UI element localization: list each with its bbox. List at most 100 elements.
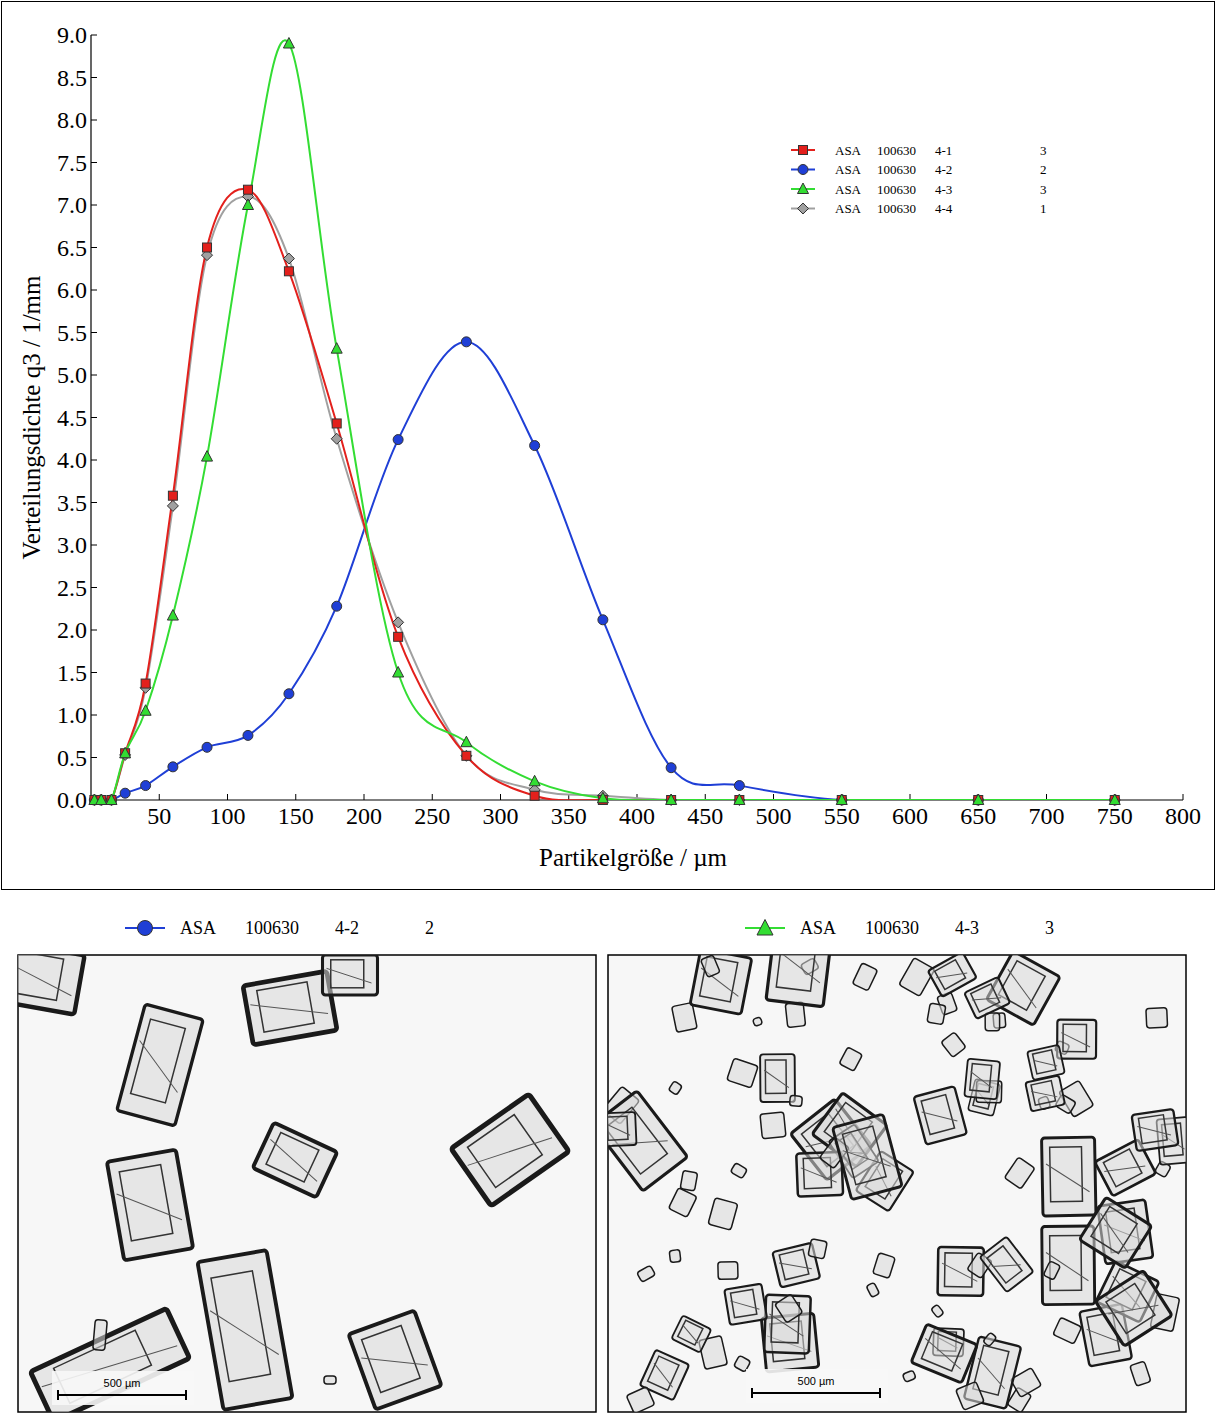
- data-point: [461, 337, 471, 347]
- y-tick: [91, 205, 97, 206]
- y-tick-label: 4.0: [57, 447, 87, 473]
- data-point: [530, 441, 540, 451]
- y-tick-label: 3.0: [57, 532, 87, 558]
- y-tick-label: 3.5: [57, 490, 87, 516]
- crystal: [985, 1013, 1000, 1031]
- y-tick: [91, 587, 97, 588]
- data-point: [243, 185, 252, 194]
- crystal: [668, 1081, 682, 1095]
- x-tick: [500, 794, 501, 800]
- data-point: [167, 500, 178, 511]
- data-point: [283, 253, 294, 264]
- crystal: [107, 1150, 193, 1261]
- x-tick-label: 400: [619, 803, 655, 829]
- crystal: [668, 1188, 697, 1218]
- data-point: [837, 795, 847, 805]
- x-tick-label: 500: [756, 803, 792, 829]
- crystal: [680, 1170, 698, 1191]
- image-caption: ASA1006304-33: [800, 918, 1054, 938]
- scale-bar-end: [751, 1388, 753, 1398]
- data-point: [284, 689, 294, 699]
- x-tick-label: 300: [483, 803, 519, 829]
- data-point: [243, 730, 253, 740]
- y-tick: [91, 290, 97, 291]
- data-point: [1109, 795, 1120, 806]
- x-tick: [1183, 794, 1184, 800]
- crystal: [117, 1004, 203, 1126]
- crystal: [608, 1112, 637, 1146]
- data-point: [284, 267, 293, 276]
- data-point: [530, 791, 539, 800]
- crystal: [964, 977, 1010, 1019]
- y-tick: [91, 77, 97, 78]
- crystal: [18, 955, 85, 1014]
- caption-marker: [138, 921, 153, 936]
- y-tick: [91, 35, 97, 36]
- data-point: [597, 792, 608, 803]
- markers: [89, 38, 1120, 806]
- y-tick: [91, 375, 97, 376]
- crystal: [873, 1253, 896, 1279]
- crystal: [324, 1376, 336, 1384]
- x-tick-label: 700: [1029, 803, 1065, 829]
- crystal: [760, 1054, 795, 1102]
- crystal: [718, 1262, 738, 1280]
- x-tick-label: 50: [147, 803, 171, 829]
- x-tick: [364, 794, 365, 800]
- scale-bar-label: 500 µm: [104, 1377, 141, 1389]
- y-tick-label: 8.0: [57, 107, 87, 133]
- crystal: [785, 1002, 805, 1027]
- data-point: [973, 795, 984, 806]
- legend-label: ASA1006304-13: [835, 143, 1047, 158]
- crystal: [902, 1370, 916, 1382]
- y-tick-label: 2.5: [57, 575, 87, 601]
- scale-bar-end: [879, 1388, 881, 1398]
- crystal: [914, 1086, 967, 1145]
- data-point: [394, 632, 403, 641]
- y-tick: [91, 460, 97, 461]
- legend-label: ASA1006304-41: [835, 201, 1047, 216]
- x-tick-label: 650: [960, 803, 996, 829]
- data-point: [393, 435, 403, 445]
- crystal: [1130, 1361, 1151, 1386]
- legend-marker: [799, 146, 808, 155]
- y-tick-label: 6.5: [57, 235, 87, 261]
- data-point: [734, 794, 745, 805]
- crystal: [727, 1058, 759, 1088]
- crystal: [1053, 1317, 1082, 1344]
- crystal: [980, 1236, 1034, 1292]
- x-tick-label: 800: [1165, 803, 1201, 829]
- data-point: [734, 795, 745, 806]
- x-tick-label: 250: [414, 803, 450, 829]
- y-tick: [91, 757, 97, 758]
- crystal: [669, 1250, 681, 1263]
- data-point: [202, 742, 212, 752]
- data-point: [598, 615, 608, 625]
- crystal: [866, 1282, 880, 1297]
- crystal: [956, 1381, 985, 1410]
- crystal: [348, 1310, 441, 1409]
- crystal: [928, 955, 977, 997]
- data-point: [331, 433, 342, 444]
- data-point: [106, 795, 116, 805]
- curves: [94, 40, 1114, 800]
- y-tick: [91, 715, 97, 716]
- data-point: [332, 419, 341, 428]
- y-tick: [91, 332, 97, 333]
- x-tick-label: 100: [210, 803, 246, 829]
- y-tick-label: 5.0: [57, 362, 87, 388]
- x-tick-label: 450: [687, 803, 723, 829]
- crystal: [1057, 1020, 1096, 1059]
- data-point: [1109, 794, 1120, 805]
- figure: 5010015020025030035040045050055060065070…: [0, 0, 1216, 1419]
- crystal: [775, 1294, 803, 1323]
- crystal: [253, 1123, 338, 1198]
- data-point: [106, 794, 117, 805]
- crystal: [451, 1094, 569, 1206]
- crystal: [1027, 1045, 1065, 1080]
- crystal: [724, 1284, 767, 1325]
- crystal: [1043, 1261, 1060, 1280]
- x-tick-label: 150: [278, 803, 314, 829]
- y-tick-label: 1.0: [57, 702, 87, 728]
- y-tick: [91, 417, 97, 418]
